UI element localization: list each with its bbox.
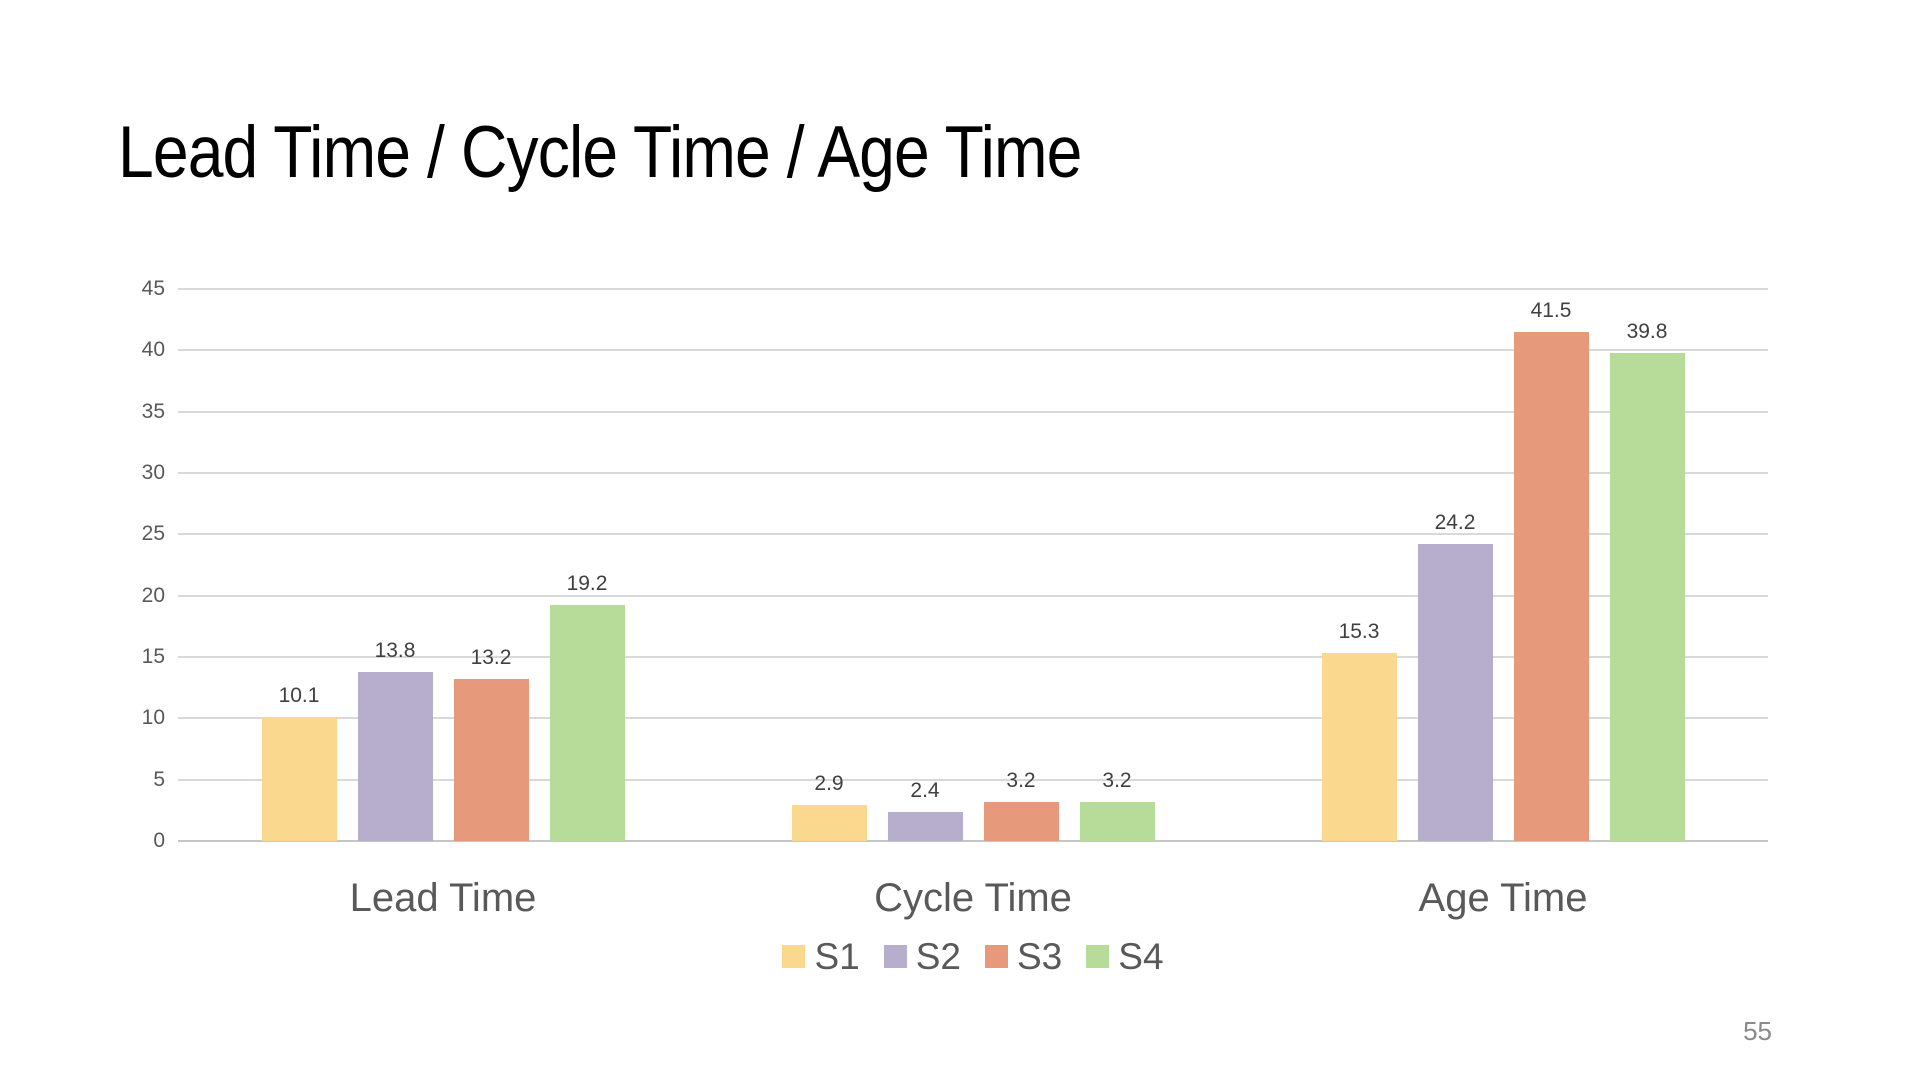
bar-s4-lead-time (549, 605, 625, 841)
data-label: 39.8 (1626, 319, 1668, 343)
gridline (178, 533, 1768, 536)
y-axis-tick-label: 0 (153, 829, 165, 852)
data-label: 3.2 (1006, 768, 1036, 792)
y-axis-tick-label: 40 (141, 338, 165, 362)
data-label: 2.4 (910, 778, 940, 802)
bar-s2-lead-time (357, 671, 433, 841)
legend-label-s4: S4 (1118, 936, 1164, 977)
y-axis-tick-label: 25 (141, 522, 165, 546)
y-axis-tick-label: 5 (153, 767, 165, 791)
data-label: 41.5 (1530, 298, 1572, 322)
legend-label-s3: S3 (1017, 936, 1063, 977)
y-axis-tick-label: 30 (141, 461, 165, 484)
data-label: 24.2 (1434, 511, 1476, 535)
data-label: 15.3 (1338, 620, 1380, 644)
y-axis-tick-label: 35 (141, 399, 165, 423)
legend-item: S4 (1086, 936, 1164, 977)
bar-s3-age-time (1513, 331, 1589, 841)
y-axis-tick-label: 15 (141, 645, 165, 668)
gridline (178, 594, 1768, 597)
bar-s3-cycle-time (983, 801, 1059, 841)
gridline (178, 778, 1768, 781)
data-label: 13.2 (470, 646, 512, 670)
gridline (178, 288, 1768, 290)
category-label: Cycle Time (874, 876, 1072, 920)
bar-s1-cycle-time (791, 805, 867, 841)
legend-label-s1: S1 (814, 936, 860, 977)
gridline (178, 840, 1768, 842)
data-label: 19.2 (566, 572, 608, 596)
category-label: Age Time (1418, 876, 1588, 920)
bar-s2-age-time (1417, 544, 1493, 841)
bar-s4-age-time (1609, 352, 1685, 841)
data-label: 3.2 (1102, 768, 1132, 792)
legend-item: S3 (985, 938, 1062, 975)
legend-item: S2 (883, 936, 961, 977)
y-axis-tick-label: 45 (141, 277, 165, 300)
data-label: 10.1 (278, 684, 320, 708)
gridline (178, 472, 1768, 474)
bar-s1-age-time (1321, 653, 1397, 841)
bar-s3-lead-time (453, 679, 529, 841)
data-label: 13.8 (374, 638, 416, 662)
gridline (178, 656, 1768, 658)
gridline (178, 349, 1768, 352)
y-axis-tick-label: 20 (141, 583, 165, 607)
bar-s2-cycle-time (887, 811, 963, 841)
bar-s4-cycle-time (1079, 801, 1155, 841)
legend-swatch-s1 (782, 945, 806, 968)
chart-legend: S1 S2 S3 S4 (178, 938, 1768, 975)
slide-title: Lead Time / Cycle Time / Age Time (118, 112, 1082, 193)
legend-item: S1 (782, 936, 860, 977)
legend-swatch-s2 (883, 945, 907, 968)
legend-swatch-s4 (1086, 945, 1110, 968)
legend-swatch-s3 (985, 945, 1008, 968)
data-label: 2.9 (814, 772, 844, 796)
legend-label-s2: S2 (915, 936, 961, 977)
bar-s1-lead-time (261, 717, 337, 841)
category-label: Lead Time (349, 876, 537, 920)
page-number: 55 (1743, 1016, 1772, 1046)
gridline (178, 410, 1768, 413)
y-axis-tick-label: 10 (141, 706, 165, 730)
gridline (178, 717, 1768, 720)
